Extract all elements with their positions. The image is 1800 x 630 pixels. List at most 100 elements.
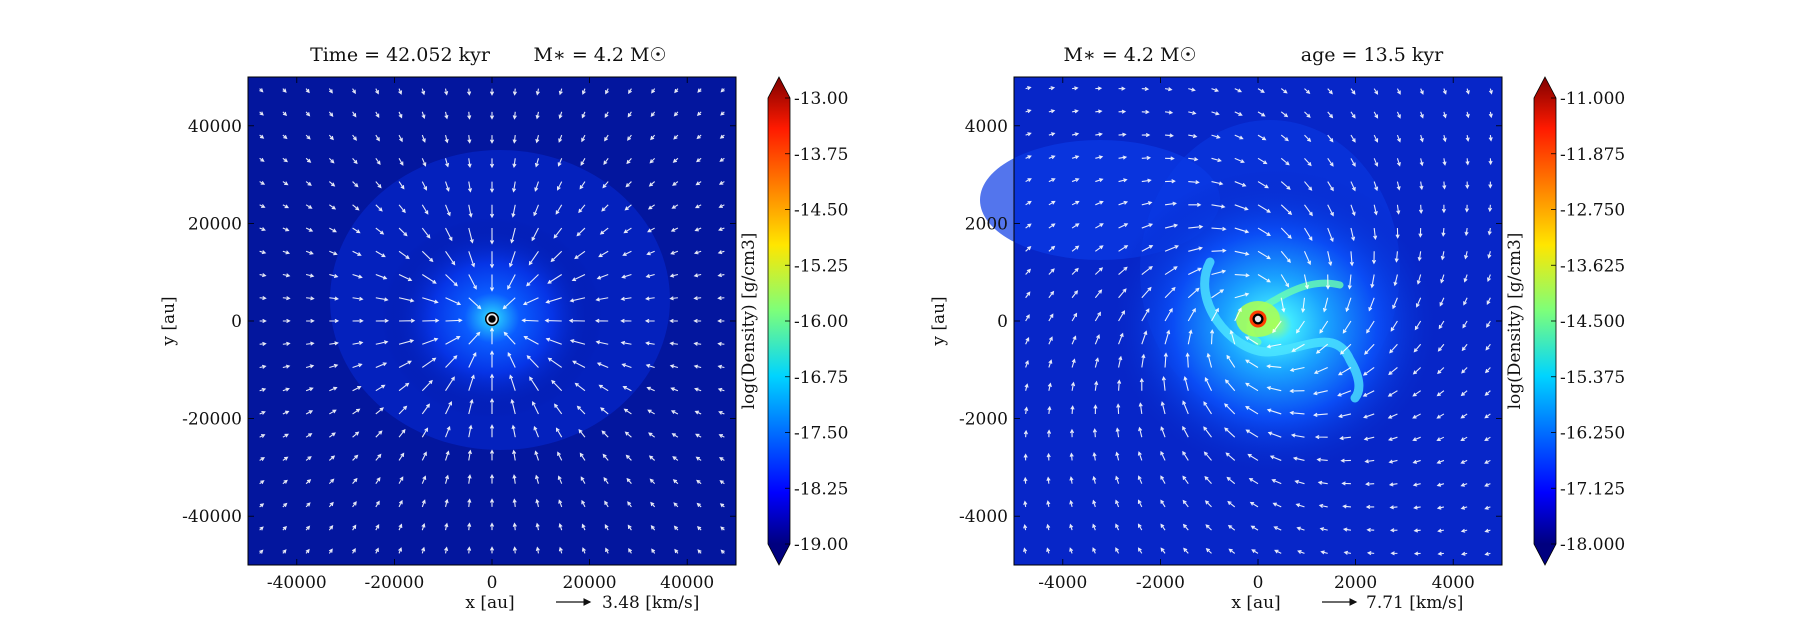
velocity-arrow xyxy=(1046,476,1051,484)
velocity-arrow xyxy=(1245,406,1259,415)
velocity-arrow xyxy=(1137,547,1143,554)
velocity-arrow xyxy=(1234,273,1250,278)
velocity-arrow xyxy=(1280,88,1288,94)
velocity-arrow xyxy=(529,376,539,392)
velocity-arrow xyxy=(259,204,266,208)
velocity-arrow xyxy=(1337,390,1352,397)
velocity-arrow xyxy=(669,318,678,324)
velocity-arrow xyxy=(1371,251,1377,265)
velocity-arrow xyxy=(1412,459,1421,464)
velocity-arrow xyxy=(1118,200,1129,206)
velocity-arrow xyxy=(1301,297,1306,313)
velocity-arrow xyxy=(1460,505,1468,510)
velocity-arrow xyxy=(375,318,390,323)
velocity-arrow xyxy=(1211,307,1219,322)
velocity-arrow xyxy=(720,111,725,116)
velocity-arrow xyxy=(305,157,312,163)
velocity-arrow xyxy=(282,456,289,461)
velocity-arrow xyxy=(1227,500,1236,508)
velocity-arrow xyxy=(421,523,426,531)
velocity-arrow xyxy=(1234,134,1244,140)
velocity-arrow xyxy=(512,88,517,96)
velocity-arrow xyxy=(533,204,539,217)
velocity-arrow xyxy=(375,407,384,415)
velocity-arrow xyxy=(1211,134,1221,139)
velocity-arrow xyxy=(648,455,656,461)
velocity-arrow xyxy=(1188,87,1196,92)
velocity-arrow xyxy=(1461,367,1468,374)
velocity-arrow xyxy=(467,181,473,193)
velocity-arrow xyxy=(1188,202,1202,207)
velocity-arrow xyxy=(1484,528,1491,533)
velocity-arrow xyxy=(1419,158,1424,167)
velocity-arrow xyxy=(508,251,516,268)
velocity-arrow xyxy=(1280,134,1289,142)
velocity-arrow xyxy=(489,498,495,507)
velocity-arrow xyxy=(719,157,725,162)
velocity-arrow xyxy=(1271,479,1282,485)
velocity-arrow xyxy=(467,158,472,169)
velocity-arrow xyxy=(1488,158,1493,166)
velocity-arrow xyxy=(1188,157,1199,162)
velocity-arrow xyxy=(1368,297,1375,312)
velocity-arrow xyxy=(574,250,586,260)
colorbar-tick-label: -13.625 xyxy=(1560,256,1625,276)
velocity-arrow xyxy=(489,327,495,345)
velocity-arrow xyxy=(1187,329,1193,345)
velocity-arrow xyxy=(717,250,725,255)
x-tick-label: 4000 xyxy=(1432,573,1475,593)
velocity-arrow xyxy=(1188,134,1198,139)
velocity-arrow xyxy=(1388,482,1398,487)
velocity-arrow xyxy=(1315,343,1329,354)
velocity-arrow xyxy=(1280,250,1291,263)
velocity-arrow xyxy=(1071,200,1080,206)
colorbar-tick-label: -13.00 xyxy=(794,89,848,109)
velocity-arrow xyxy=(1048,313,1054,322)
velocity-arrow xyxy=(467,522,472,531)
velocity-arrow xyxy=(398,134,403,143)
velocity-arrow xyxy=(259,364,267,369)
velocity-arrow xyxy=(596,274,609,280)
velocity-arrow xyxy=(1118,178,1128,183)
velocity-arrow xyxy=(1412,436,1421,442)
velocity-arrow xyxy=(1048,178,1056,183)
velocity-arrow xyxy=(1465,111,1470,119)
velocity-arrow xyxy=(622,250,632,256)
velocity-arrow xyxy=(1442,181,1447,190)
velocity-arrow xyxy=(1266,343,1282,349)
velocity-arrow xyxy=(1436,459,1445,464)
velocity-arrow xyxy=(1118,223,1129,229)
velocity-arrow xyxy=(694,204,702,209)
y-tick-label: 20000 xyxy=(188,214,242,234)
velocity-arrow xyxy=(1141,109,1150,115)
velocity-arrow xyxy=(1373,88,1379,95)
velocity-arrow xyxy=(1025,132,1032,137)
velocity-arrow xyxy=(305,479,312,485)
velocity-arrow xyxy=(555,427,563,438)
velocity-arrow xyxy=(398,523,403,531)
velocity-arrow xyxy=(673,111,679,117)
velocity-arrow xyxy=(1048,290,1055,299)
velocity-arrow xyxy=(1345,297,1352,313)
velocity-arrow xyxy=(581,111,586,119)
y-tick-label: -20000 xyxy=(182,410,242,430)
velocity-arrow xyxy=(502,297,516,310)
velocity-arrow xyxy=(444,158,450,168)
x-tick-label: 0 xyxy=(487,573,498,593)
velocity-arrow xyxy=(1095,132,1103,137)
velocity-arrow xyxy=(445,336,461,345)
velocity-arrow xyxy=(1118,132,1127,137)
velocity-arrow xyxy=(1115,475,1120,484)
velocity-arrow xyxy=(468,274,477,290)
velocity-arrow xyxy=(398,499,403,508)
velocity-arrow xyxy=(259,457,266,461)
velocity-arrow xyxy=(352,157,358,165)
velocity-arrow xyxy=(693,273,702,278)
velocity-arrow xyxy=(1137,499,1143,508)
velocity-arrow xyxy=(467,449,472,461)
velocity-arrow xyxy=(282,318,291,324)
velocity-arrow xyxy=(444,134,449,144)
velocity-arrow xyxy=(650,525,656,531)
velocity-arrow xyxy=(620,340,632,346)
velocity-arrow xyxy=(1164,201,1177,206)
